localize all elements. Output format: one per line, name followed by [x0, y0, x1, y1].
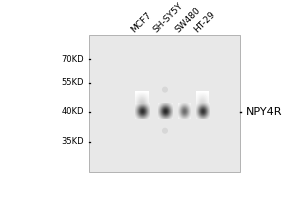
Ellipse shape [162, 128, 168, 134]
Text: 55KD: 55KD [61, 78, 84, 87]
Text: 70KD: 70KD [61, 55, 84, 64]
Text: SH-SY5Y: SH-SY5Y [152, 1, 185, 34]
Text: 35KD: 35KD [61, 137, 84, 146]
Bar [89, 35, 240, 172]
Text: MCF7: MCF7 [129, 10, 153, 34]
Text: 40KD: 40KD [61, 107, 84, 116]
Text: NPY4R: NPY4R [246, 107, 282, 117]
Text: SW480: SW480 [173, 5, 202, 34]
Ellipse shape [162, 87, 168, 93]
Text: HT-29: HT-29 [193, 9, 217, 34]
